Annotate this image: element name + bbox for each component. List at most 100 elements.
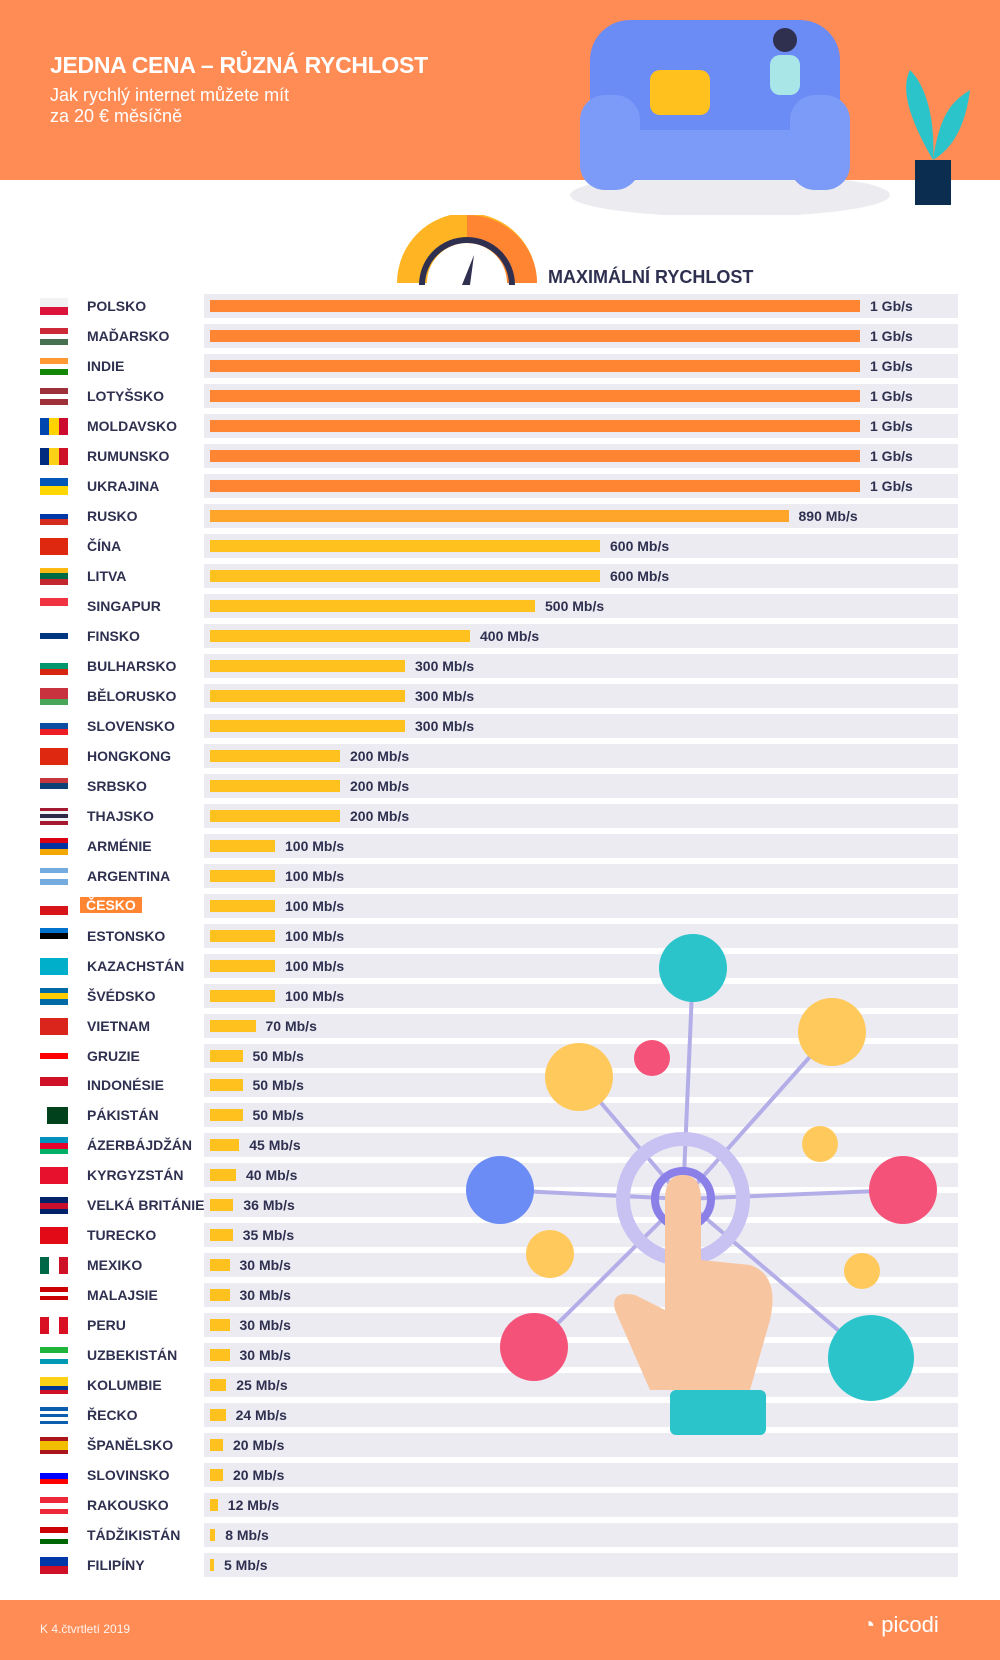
bar bbox=[210, 659, 405, 672]
bar-track bbox=[204, 1493, 958, 1518]
table-row: SLOVINSKO 20 Mb/s bbox=[0, 1463, 1000, 1488]
country-label: TÁDŽIKISTÁN bbox=[87, 1527, 181, 1544]
bar-track bbox=[204, 1283, 958, 1308]
value-label: 35 Mb/s bbox=[242, 1227, 295, 1244]
value-label: 1 Gb/s bbox=[870, 387, 913, 404]
bar bbox=[210, 1079, 243, 1092]
bar bbox=[210, 749, 340, 762]
bar bbox=[210, 539, 600, 552]
bar bbox=[210, 329, 860, 342]
flag-icon bbox=[40, 777, 68, 795]
flag-icon bbox=[40, 927, 68, 945]
flag-icon bbox=[40, 1437, 68, 1455]
value-label: 100 Mb/s bbox=[285, 957, 345, 974]
bar bbox=[210, 300, 860, 312]
sofa-illustration bbox=[570, 20, 970, 215]
bar bbox=[210, 569, 600, 582]
bar bbox=[210, 1139, 240, 1152]
table-row: LOTYŠSKO 1 Gb/s bbox=[0, 383, 1000, 408]
flag-icon bbox=[40, 897, 68, 915]
country-label: RUMUNSKO bbox=[87, 447, 170, 464]
country-label: INDIE bbox=[87, 357, 125, 374]
bar bbox=[210, 689, 405, 702]
flag-icon bbox=[40, 747, 68, 765]
table-row: KAZACHSTÁN 100 Mb/s bbox=[0, 953, 1000, 978]
bar bbox=[210, 719, 405, 732]
flag-icon bbox=[40, 357, 68, 375]
value-label: 300 Mb/s bbox=[415, 657, 475, 674]
value-label: 200 Mb/s bbox=[350, 747, 410, 764]
bar bbox=[210, 1499, 218, 1512]
bar bbox=[210, 509, 789, 522]
country-label: PÁKISTÁN bbox=[87, 1107, 159, 1124]
country-label: GRUZIE bbox=[87, 1047, 140, 1064]
country-label: KOLUMBIE bbox=[87, 1377, 162, 1394]
bar bbox=[210, 959, 275, 972]
table-row: ARMÉNIE 100 Mb/s bbox=[0, 833, 1000, 858]
table-row: BULHARSKO 300 Mb/s bbox=[0, 653, 1000, 678]
period-note: K 4.čtvrtletí 2019 bbox=[40, 1622, 131, 1636]
logo-icon: ◔ bbox=[862, 1612, 876, 1637]
flag-icon bbox=[40, 1347, 68, 1365]
flag-icon bbox=[40, 717, 68, 735]
value-label: 400 Mb/s bbox=[480, 627, 540, 644]
bar-track bbox=[204, 1433, 958, 1458]
bar bbox=[210, 1469, 223, 1482]
picodi-logo[interactable]: ◔ picodi bbox=[862, 1612, 939, 1638]
value-label: 30 Mb/s bbox=[239, 1317, 291, 1334]
flag-icon bbox=[40, 417, 68, 435]
flag-icon bbox=[40, 1467, 68, 1485]
bar bbox=[210, 869, 275, 882]
table-row: RAKOUSKO 12 Mb/s bbox=[0, 1493, 1000, 1518]
country-label: MOLDAVSKO bbox=[87, 417, 177, 434]
flag-icon bbox=[40, 687, 68, 705]
country-label: RUSKO bbox=[87, 507, 138, 524]
country-label: LITVA bbox=[87, 567, 127, 584]
value-label: 1 Gb/s bbox=[870, 298, 913, 314]
flag-icon bbox=[40, 1497, 68, 1515]
bar-track bbox=[204, 1403, 958, 1428]
value-label: 100 Mb/s bbox=[285, 987, 345, 1004]
bar bbox=[210, 839, 275, 852]
bar bbox=[210, 359, 860, 372]
bar-track bbox=[204, 1163, 958, 1188]
table-row: SLOVENSKO 300 Mb/s bbox=[0, 713, 1000, 738]
bar bbox=[210, 1379, 227, 1392]
value-label: 8 Mb/s bbox=[225, 1527, 269, 1544]
flag-icon bbox=[40, 1167, 68, 1185]
bar bbox=[210, 1349, 230, 1362]
value-label: 300 Mb/s bbox=[415, 687, 475, 704]
bar bbox=[210, 989, 275, 1002]
table-row: BĚLORUSKO 300 Mb/s bbox=[0, 683, 1000, 708]
flag-icon bbox=[40, 1317, 68, 1335]
flag-icon bbox=[40, 1107, 68, 1125]
table-row: MAĎARSKO 1 Gb/s bbox=[0, 323, 1000, 348]
flag-icon bbox=[40, 1407, 68, 1425]
table-row: FILIPÍNY 5 Mb/s bbox=[0, 1553, 1000, 1578]
value-label: 30 Mb/s bbox=[239, 1287, 291, 1304]
country-label: FINSKO bbox=[87, 627, 140, 644]
flag-icon bbox=[40, 1557, 68, 1575]
value-label: 890 Mb/s bbox=[798, 507, 858, 524]
country-label: POLSKO bbox=[87, 298, 147, 314]
bar bbox=[210, 629, 470, 642]
bar bbox=[210, 1019, 256, 1032]
flag-icon bbox=[40, 1257, 68, 1275]
flag-icon bbox=[40, 1287, 68, 1305]
country-label: FILIPÍNY bbox=[87, 1557, 145, 1574]
flag-icon bbox=[40, 657, 68, 675]
table-row: FINSKO 400 Mb/s bbox=[0, 623, 1000, 648]
country-label: TURECKO bbox=[87, 1227, 157, 1244]
value-label: 25 Mb/s bbox=[236, 1377, 288, 1394]
bar-track bbox=[204, 863, 958, 888]
value-label: 200 Mb/s bbox=[350, 777, 410, 794]
bar bbox=[210, 599, 535, 612]
value-label: 5 Mb/s bbox=[224, 1557, 268, 1574]
table-row: MOLDAVSKO 1 Gb/s bbox=[0, 413, 1000, 438]
table-row: POLSKO 1 Gb/s bbox=[0, 294, 1000, 318]
table-row: RUMUNSKO 1 Gb/s bbox=[0, 443, 1000, 468]
value-label: 1 Gb/s bbox=[870, 417, 913, 434]
table-row: ŠPANĚLSKO 20 Mb/s bbox=[0, 1433, 1000, 1458]
country-label: SRBSKO bbox=[87, 777, 147, 794]
bar bbox=[210, 1259, 230, 1272]
